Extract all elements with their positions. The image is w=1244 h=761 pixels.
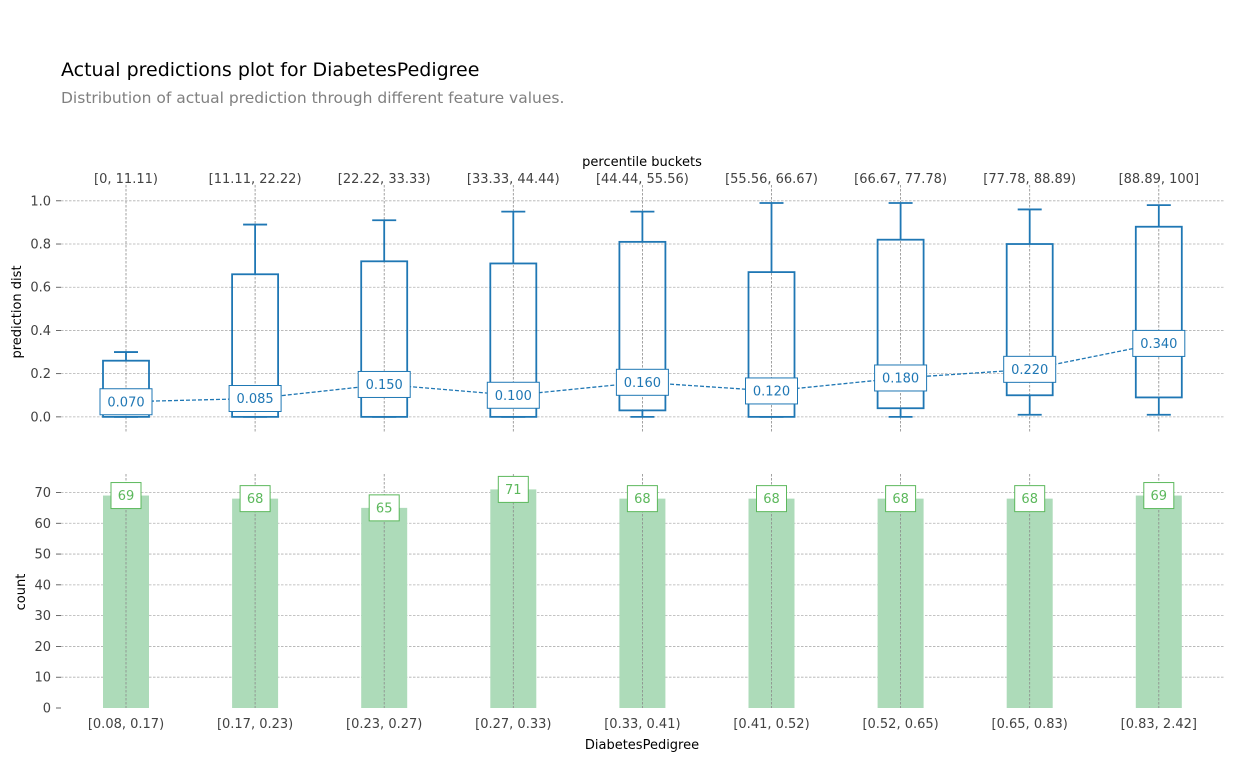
top-category-label: [33.33, 44.44) <box>467 172 560 187</box>
count-label-box <box>239 485 271 513</box>
median-label: 0.120 <box>753 384 790 399</box>
count-label: 68 <box>634 492 651 507</box>
box-plot-2 <box>231 223 280 418</box>
count-label: 69 <box>118 489 135 504</box>
median-label-box <box>228 385 282 413</box>
box-plot-7 <box>876 202 925 418</box>
bar-ytick-label: 70 <box>34 486 51 501</box>
top-category-label: [55.56, 66.67) <box>725 172 818 187</box>
count-label: 68 <box>247 492 264 507</box>
count-label: 69 <box>1151 489 1168 504</box>
top-category-label: [22.22, 33.33) <box>338 172 431 187</box>
top-category-label: [11.11, 22.22) <box>209 172 302 187</box>
median-label-box <box>357 370 411 398</box>
box-iqr <box>1134 225 1183 399</box>
x-category-label: [0.27, 0.33) <box>475 717 551 732</box>
count-label: 65 <box>376 501 393 516</box>
chart-title: Actual predictions plot for DiabetesPedi… <box>61 59 479 81</box>
box-plot-4 <box>489 210 538 418</box>
count-label-box <box>756 485 787 513</box>
bar-ytick-label: 10 <box>34 671 51 686</box>
bar-ytick-label: 30 <box>34 609 51 624</box>
median-label-box <box>1003 355 1057 383</box>
count-label-box <box>1014 485 1046 513</box>
box-plot-3 <box>360 219 409 418</box>
median-label: 0.085 <box>236 392 273 407</box>
median-label: 0.160 <box>624 376 661 391</box>
box-plot-5 <box>618 210 667 418</box>
median-label: 0.150 <box>366 378 403 393</box>
bar-ytick-label: 60 <box>34 517 51 532</box>
top-category-label: [66.67, 77.78) <box>854 172 947 187</box>
box-plot-6 <box>747 202 796 418</box>
top-category-label: [88.89, 100] <box>1119 172 1199 187</box>
median-label-box <box>99 388 153 416</box>
box-ytick-label: 1.0 <box>30 194 51 209</box>
box-plot-9 <box>1134 204 1183 416</box>
box-y-axis-label: prediction dist <box>10 265 25 358</box>
count-label-box <box>368 494 400 522</box>
bar-panel: count DiabetesPedigree 0 10 20 30 40 50 60 70 69… <box>14 474 1224 753</box>
chart-subtitle: Distribution of actual prediction throug… <box>61 89 564 107</box>
median-label-box <box>486 381 540 409</box>
median-label: 0.180 <box>882 371 919 386</box>
x-category-label: [0.23, 0.27) <box>346 717 422 732</box>
median-label: 0.070 <box>107 395 144 410</box>
x-axis-label: DiabetesPedigree <box>585 738 699 753</box>
box-ytick-label: 0.8 <box>30 238 51 253</box>
bar-y-axis-label: count <box>14 574 29 611</box>
median-label-box <box>615 368 669 396</box>
box-ytick-label: 0.0 <box>30 410 51 425</box>
box-ytick-label: 0.2 <box>30 367 51 382</box>
top-axis-title: percentile buckets <box>582 155 702 170</box>
box-ytick-label: 0.6 <box>30 281 51 296</box>
median-label: 0.340 <box>1140 337 1177 352</box>
x-category-label: [0.17, 0.23) <box>217 717 293 732</box>
box-plot-8 <box>1005 208 1054 416</box>
median-label: 0.220 <box>1011 363 1048 378</box>
count-label: 68 <box>763 492 780 507</box>
top-category-label: [44.44, 55.56) <box>596 172 689 187</box>
count-label-box <box>885 485 917 513</box>
median-label: 0.100 <box>495 389 532 404</box>
bar-ytick-label: 0 <box>43 702 51 717</box>
bar-ytick-label: 40 <box>34 578 51 593</box>
x-category-label: [0.83, 2.42] <box>1121 717 1197 732</box>
x-category-label: [0.08, 0.17) <box>88 717 164 732</box>
count-label-box <box>497 475 529 503</box>
median-label-box <box>1132 329 1186 357</box>
x-category-label: [0.52, 0.65) <box>862 717 938 732</box>
count-label: 71 <box>505 483 522 498</box>
top-category-label: [0, 11.11) <box>94 172 158 187</box>
count-label-box <box>626 485 658 513</box>
box-ytick-label: 0.4 <box>30 324 51 339</box>
median-label-box <box>745 377 798 405</box>
median-label-box <box>874 364 928 392</box>
count-label-box <box>110 482 142 510</box>
count-label: 68 <box>1021 492 1038 507</box>
top-category-label: [77.78, 88.89) <box>983 172 1076 187</box>
x-category-label: [0.65, 0.83) <box>992 717 1068 732</box>
x-category-label: [0.41, 0.52) <box>733 717 809 732</box>
box-panel: percentile buckets prediction dist 0.0 0.… <box>10 155 1224 432</box>
count-label-box <box>1143 482 1175 510</box>
count-label: 68 <box>892 492 909 507</box>
x-category-label: [0.33, 0.41) <box>604 717 680 732</box>
bar-ytick-label: 20 <box>34 640 51 655</box>
bar-ytick-label: 50 <box>34 548 51 563</box>
